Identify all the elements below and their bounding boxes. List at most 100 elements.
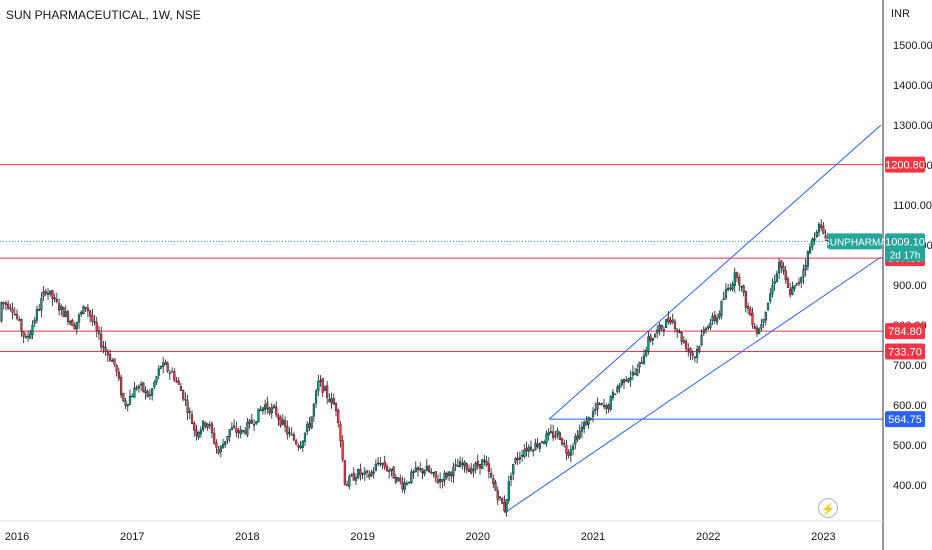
candle-body [175, 380, 178, 383]
candle-body [660, 325, 663, 329]
candle-body [237, 430, 240, 433]
candle-body [246, 422, 249, 436]
candle-body [186, 400, 189, 414]
candle-body [478, 464, 482, 469]
candle-body [131, 395, 134, 398]
candle-body [49, 290, 52, 295]
candle-body [4, 302, 8, 305]
candle-body [38, 308, 41, 311]
candle-body [682, 340, 685, 343]
candle-body [709, 322, 712, 328]
candle-body [512, 463, 515, 475]
candle-body [326, 385, 329, 398]
candle-body [578, 430, 581, 439]
candle-body [636, 368, 639, 376]
candle-body [817, 224, 821, 233]
candle-body [802, 269, 805, 278]
candle-body [804, 264, 807, 270]
candle-body [385, 466, 389, 471]
candle-body [159, 365, 163, 369]
candle-body [552, 431, 555, 438]
candle-body [33, 319, 36, 324]
candle-body [625, 379, 628, 382]
candle-body [580, 426, 584, 432]
candle-body [199, 429, 202, 435]
candle-body [811, 238, 814, 248]
candle-body [786, 278, 790, 288]
candle-body [317, 381, 320, 391]
candle-body [157, 368, 160, 376]
candle-body [558, 432, 561, 440]
candle-body [15, 314, 19, 319]
candle-body [724, 289, 728, 299]
candle-body [120, 376, 123, 396]
candle-body [598, 403, 601, 406]
time-tick-label: 2019 [350, 531, 374, 543]
candle-body [142, 382, 145, 392]
candle-body [71, 319, 74, 327]
candle-body [80, 311, 83, 315]
candle-body [24, 336, 27, 338]
candle-body [11, 309, 14, 313]
candle-body [496, 490, 499, 500]
candle-body [226, 436, 229, 441]
candle-body [777, 261, 781, 273]
candle-body [753, 326, 756, 329]
currency-label: INR [891, 8, 910, 20]
candle-body [631, 371, 634, 376]
candle-body [394, 477, 397, 483]
candle-body [560, 437, 564, 445]
level-price-tag [885, 323, 925, 340]
candle-body [321, 378, 324, 393]
candle-body [423, 470, 426, 475]
candle-body [789, 288, 792, 296]
lightning-bolt-icon[interactable]: ⚡ [818, 498, 838, 518]
candle-body [224, 441, 227, 445]
candle-body [215, 442, 218, 448]
candle-body [740, 286, 743, 288]
candle-body [713, 314, 716, 321]
candle-body [549, 431, 553, 433]
candle-body [410, 471, 413, 484]
candle-body [583, 422, 586, 429]
candle-body [532, 449, 535, 452]
candle-body [715, 317, 719, 323]
candle-body [419, 468, 422, 471]
channel-lower-line[interactable] [504, 256, 882, 514]
candle-body [66, 311, 70, 322]
candle-body [281, 419, 284, 425]
price-tick-label: 600.00 [893, 400, 927, 412]
candle-body [527, 446, 530, 452]
candle-body [334, 403, 338, 411]
candle-body [722, 298, 725, 300]
candle-body [75, 321, 78, 330]
candle-body [689, 348, 692, 354]
candle-body [153, 382, 156, 388]
candle-body [523, 449, 526, 457]
candle-body [751, 313, 754, 325]
candle-body [656, 329, 659, 334]
time-tick-label: 2020 [466, 531, 490, 543]
candle-body [474, 463, 477, 470]
candle-body [605, 405, 608, 409]
candle-body [622, 378, 626, 383]
candle-body [784, 270, 787, 280]
candle-body [162, 362, 165, 367]
candle-body [647, 336, 650, 352]
candle-body [62, 307, 65, 317]
candle-body [64, 311, 67, 317]
candle-body [489, 473, 493, 478]
channel-upper-line[interactable] [548, 124, 882, 420]
candle-body [377, 462, 380, 465]
candle-body [370, 471, 373, 477]
candle-body [669, 319, 672, 323]
candle-body [658, 324, 661, 331]
candle-body [0, 301, 3, 322]
candle-body [556, 430, 559, 436]
candle-body [135, 387, 138, 390]
candle-body [95, 322, 98, 331]
symbol-tag-label: SUNPHARMA [823, 237, 887, 248]
candle-body [738, 277, 741, 286]
candle-body [693, 356, 697, 359]
